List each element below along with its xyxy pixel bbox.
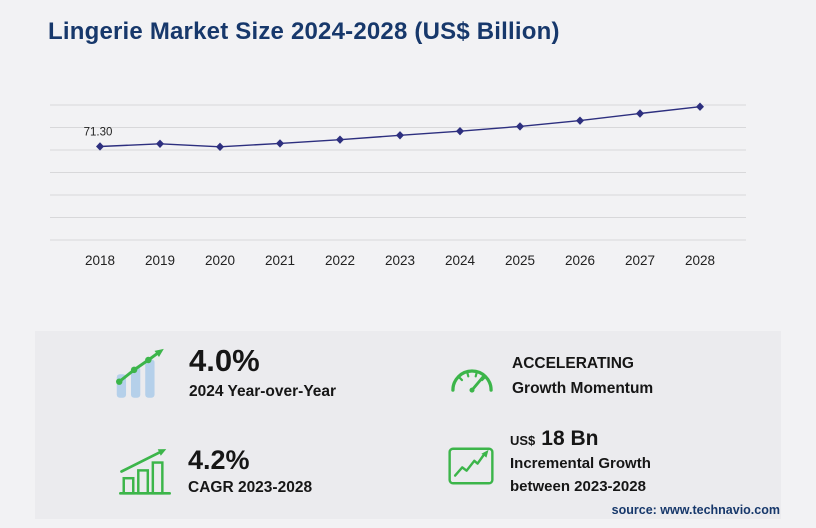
x-tick-label: 2018: [85, 253, 115, 268]
data-point-marker: [96, 142, 104, 151]
incremental-stat: US$ 18 Bn Incremental Growth between 202…: [448, 427, 651, 498]
speedometer-icon: [448, 356, 496, 398]
x-tick-label: 2027: [625, 253, 655, 268]
data-point-marker: [636, 109, 644, 118]
x-tick-label: 2024: [445, 253, 476, 268]
x-tick-label: 2021: [265, 253, 295, 268]
x-tick-label: 2025: [505, 253, 535, 268]
first-point-annotation: 71.30: [84, 126, 113, 138]
momentum-stat: ACCELERATING Growth Momentum: [448, 352, 653, 402]
page-title: Lingerie Market Size 2024-2028 (US$ Bill…: [48, 18, 560, 45]
data-point-marker: [276, 139, 284, 148]
yoy-stat: 4.0% 2024 Year-over-Year: [115, 343, 337, 401]
cagr-value: 4.2%: [188, 445, 250, 475]
yoy-value: 4.0%: [189, 343, 260, 378]
data-point-marker: [396, 131, 404, 140]
bar-chart-growth-icon: [115, 347, 173, 399]
incremental-currency: US$: [510, 433, 536, 448]
stats-panel: 4.0% 2024 Year-over-Year ACCELERATING Gr…: [35, 331, 781, 519]
data-point-marker: [576, 116, 584, 125]
data-point-marker: [516, 122, 524, 131]
market-line-chart-svg: 2018 2019 2020 2021 2022 2023 2024 2025 2026 2027…: [50, 102, 746, 268]
data-point-marker: [156, 139, 164, 148]
data-point-marker: [696, 102, 704, 111]
source-credit: source: www.technavio.com: [611, 503, 780, 517]
outlined-bars-arrow-icon: [118, 448, 172, 495]
data-point-marker: [216, 142, 224, 152]
momentum-line2: Growth Momentum: [512, 379, 654, 397]
incremental-value: 18 Bn: [541, 427, 599, 450]
x-tick-label: 2019: [145, 253, 175, 268]
cagr-label: CAGR 2023-2028: [188, 479, 313, 497]
data-point-marker: [336, 135, 344, 144]
incremental-line2: between 2023-2028: [510, 477, 646, 495]
x-tick-label: 2020: [205, 253, 235, 268]
data-point-marker: [456, 126, 464, 136]
x-tick-label: 2026: [565, 253, 595, 268]
boxed-stepline-arrow-icon: [448, 441, 494, 485]
market-line-chart: 2018 2019 2020 2021 2022 2023 2024 2025 2026 2027…: [48, 95, 748, 283]
x-tick-label: 2022: [325, 253, 355, 268]
x-tick-label: 2023: [385, 253, 415, 268]
cagr-stat: 4.2% CAGR 2023-2028: [118, 446, 312, 497]
incremental-line1: Incremental Growth: [510, 455, 651, 472]
x-tick-label: 2028: [685, 253, 715, 268]
market-series-line: [99, 106, 701, 148]
yoy-label: 2024 Year-over-Year: [189, 382, 337, 400]
momentum-line1: ACCELERATING: [512, 355, 634, 372]
